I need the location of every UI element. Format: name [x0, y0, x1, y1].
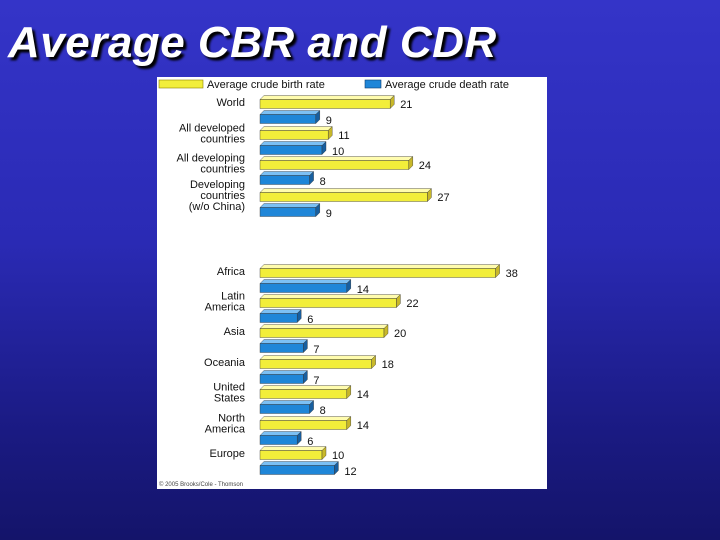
- value-label-death-all-developing-countries: 8: [320, 176, 326, 188]
- value-label-death-developing-countries-w-o-china: 9: [326, 208, 332, 220]
- bar-death-oceania: [259, 370, 308, 384]
- category-label-europe: Europe: [210, 448, 245, 460]
- value-label-birth-developing-countries-w-o-china: 27: [437, 192, 449, 204]
- category-label-all-developed-countries: All developed countries: [179, 123, 246, 146]
- bar-death-world: [259, 110, 321, 124]
- category-label-africa: Africa: [217, 266, 246, 278]
- category-label-all-developing-countries: All developing countries: [177, 153, 246, 176]
- value-label-birth-latin-america: 22: [406, 298, 418, 310]
- bar-chart: Average crude birth rate Average crude d…: [158, 79, 518, 488]
- bar-death-all-developing-countries: [259, 171, 315, 185]
- bar-death-all-developed-countries: [259, 141, 327, 155]
- bar-birth-united-states: [259, 385, 352, 399]
- bar-birth-north-america: [259, 416, 352, 430]
- value-label-death-north-america: 6: [307, 436, 313, 448]
- bar-death-europe: [259, 461, 339, 475]
- category-label-developing-countries-w-o-china: Developing countries (w/o China): [189, 179, 246, 213]
- bar-death-africa: [259, 279, 352, 293]
- category-label-latin-america: Latin America: [205, 291, 246, 314]
- value-label-birth-north-america: 14: [357, 420, 369, 432]
- bar-birth-all-developed-countries: [259, 126, 333, 140]
- bar-death-north-america: [259, 431, 302, 445]
- value-label-death-africa: 14: [357, 284, 369, 296]
- copyright-credit: © 2005 Brooks/Cole - Thomson: [159, 481, 243, 488]
- value-label-birth-united-states: 14: [357, 389, 369, 401]
- category-labels-layer: World All developed countries All developin…: [177, 97, 246, 460]
- value-label-death-world: 9: [326, 115, 332, 127]
- chart-panel: Average crude birth rate Average crude d…: [157, 77, 547, 489]
- bar-birth-oceania: [259, 355, 377, 369]
- category-label-world: World: [216, 97, 245, 109]
- category-label-oceania: Oceania: [204, 357, 246, 369]
- bar-birth-all-developing-countries: [259, 156, 414, 170]
- value-label-death-united-states: 8: [320, 405, 326, 417]
- value-label-birth-oceania: 18: [382, 359, 394, 371]
- value-label-death-latin-america: 6: [307, 314, 313, 326]
- slide-title: Average CBR and CDR: [8, 18, 497, 67]
- bar-death-asia: [259, 339, 308, 353]
- bar-birth-asia: [259, 324, 389, 338]
- bar-birth-developing-countries-w-o-china: [259, 188, 432, 202]
- value-label-death-all-developed-countries: 10: [332, 146, 344, 158]
- bar-death-latin-america: [259, 309, 302, 323]
- value-label-birth-all-developed-countries: 11: [338, 130, 349, 142]
- bar-birth-africa: [259, 264, 501, 278]
- legend-swatch-death: [364, 79, 382, 89]
- legend-label-death: Average crude death rate: [385, 79, 509, 91]
- value-label-birth-europe: 10: [332, 450, 344, 462]
- bar-death-united-states: [259, 400, 315, 414]
- category-label-asia: Asia: [224, 326, 246, 338]
- value-label-birth-world: 21: [400, 99, 412, 111]
- legend-swatch-birth: [158, 79, 204, 89]
- bar-birth-latin-america: [259, 294, 401, 308]
- chart-legend: Average crude birth rate Average crude d…: [158, 79, 509, 91]
- value-label-birth-africa: 38: [506, 268, 518, 280]
- bar-birth-europe: [259, 446, 327, 460]
- bar-death-developing-countries-w-o-china: [259, 203, 321, 217]
- value-label-birth-all-developing-countries: 24: [419, 160, 431, 172]
- value-label-death-oceania: 7: [313, 375, 319, 387]
- legend-label-birth: Average crude birth rate: [207, 79, 325, 91]
- value-label-death-europe: 12: [344, 466, 356, 478]
- value-label-death-asia: 7: [313, 344, 319, 356]
- category-label-united-states: United States: [213, 382, 245, 405]
- category-label-north-america: North America: [205, 413, 246, 436]
- bar-birth-world: [259, 95, 395, 109]
- value-label-birth-asia: 20: [394, 328, 406, 340]
